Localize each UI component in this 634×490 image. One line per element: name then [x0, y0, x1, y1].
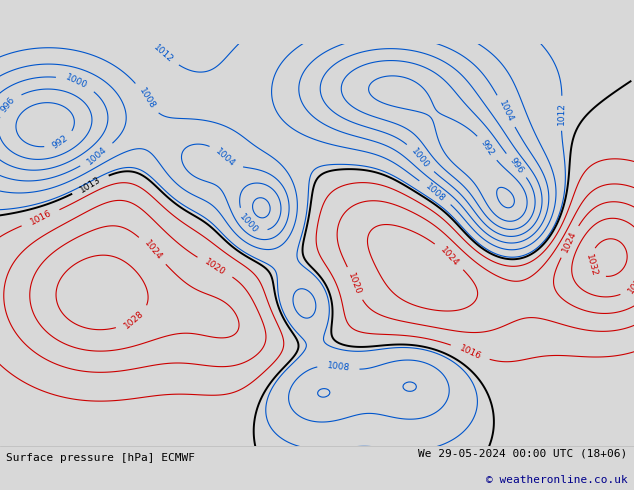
- Text: 1008: 1008: [327, 361, 351, 372]
- Text: 1004: 1004: [86, 145, 109, 166]
- Text: 992: 992: [479, 138, 496, 158]
- Text: 1016: 1016: [29, 209, 53, 227]
- Text: 1032: 1032: [585, 253, 599, 277]
- Text: 996: 996: [0, 95, 17, 114]
- Text: 1012: 1012: [557, 102, 566, 125]
- Text: 1004: 1004: [497, 99, 515, 123]
- Text: 1000: 1000: [64, 73, 89, 91]
- Text: 1000: 1000: [410, 146, 431, 170]
- Text: 1020: 1020: [347, 271, 363, 296]
- Text: 1000: 1000: [238, 212, 260, 235]
- Text: 1016: 1016: [458, 343, 482, 361]
- Text: 1028: 1028: [626, 271, 634, 295]
- Text: 1024: 1024: [142, 239, 164, 262]
- Text: 1008: 1008: [137, 86, 157, 111]
- Text: 1012: 1012: [0, 16, 2, 32]
- Text: 996: 996: [508, 156, 525, 175]
- Text: Surface pressure [hPa] ECMWF: Surface pressure [hPa] ECMWF: [6, 453, 195, 463]
- Text: 1004: 1004: [214, 147, 237, 169]
- Text: © weatheronline.co.uk: © weatheronline.co.uk: [486, 475, 628, 485]
- Text: 1013: 1013: [78, 174, 103, 195]
- Text: 1008: 1008: [424, 181, 447, 203]
- Text: 992: 992: [51, 133, 70, 150]
- Text: 1012: 1012: [152, 43, 174, 65]
- Text: 1028: 1028: [123, 308, 146, 330]
- Text: 1020: 1020: [203, 257, 227, 277]
- Text: We 29-05-2024 00:00 UTC (18+06): We 29-05-2024 00:00 UTC (18+06): [418, 448, 628, 458]
- Text: 1024: 1024: [439, 245, 460, 268]
- Text: 1024: 1024: [560, 229, 578, 254]
